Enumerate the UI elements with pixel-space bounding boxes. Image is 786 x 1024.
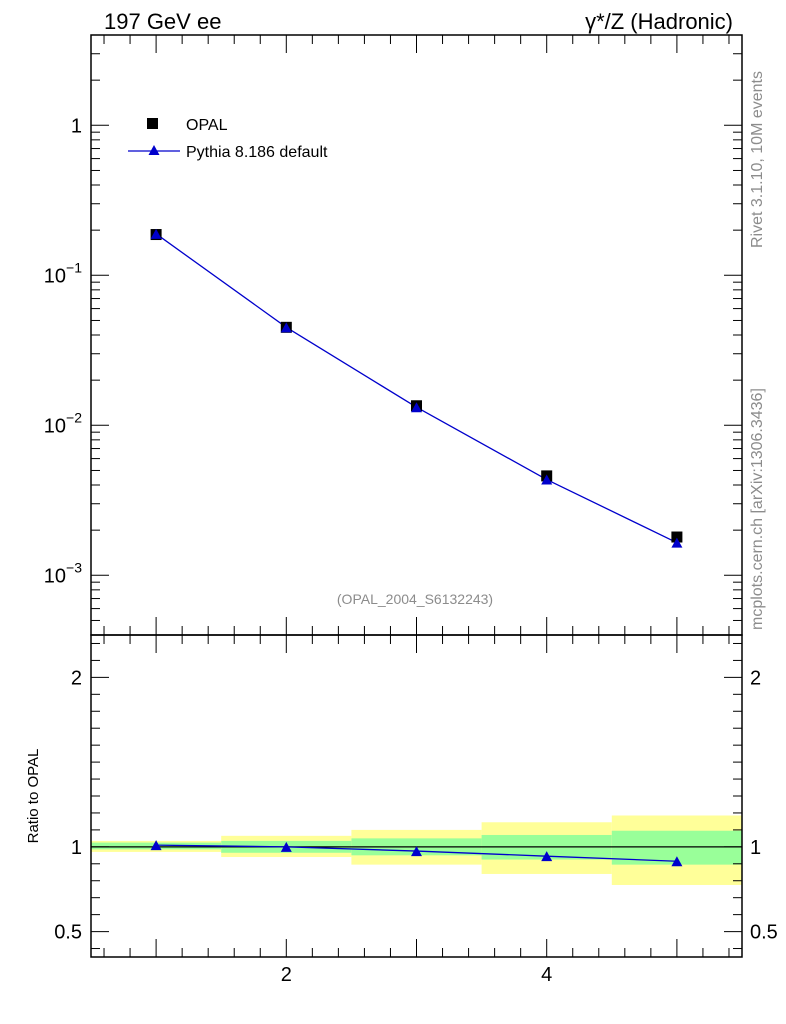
ratio-pythia-point [541,851,553,862]
ratio-y-tick-label-left: 1 [71,837,82,859]
legend-pythia-marker [148,145,160,155]
main-y-tick-label: 1 [71,115,82,137]
pythia-point [671,537,683,548]
ratio-axis-ticks [91,635,742,957]
ratio-pythia-point [280,841,292,852]
analysis-watermark: (OPAL_2004_S6132243) [337,591,493,607]
main-panel: 1 10−1 10−2 10−3 (OPAL_2004_S6132243) [44,34,743,636]
x-tick-label: 2 [281,964,292,986]
ratio-frame [90,634,743,958]
legend-opal-label: OPAL [186,117,228,134]
header-process-label: γ*/Z (Hadronic) [585,9,733,34]
ratio-y-tick-label-right: 2 [750,667,761,689]
pythia-point [280,322,292,333]
legend: OPAL Pythia 8.186 default [128,117,328,161]
ratio-y-tick-label-right: 1 [750,837,761,859]
opal-point [671,531,683,543]
main-y-tick-label: 10−1 [44,259,82,287]
pythia-line [155,233,678,544]
ratio-pythia-point [671,856,683,867]
x-tick-label: 4 [541,964,552,986]
ratio-y-tick-label-right: 0.5 [750,922,778,944]
rivet-version-label: Rivet 3.1.10, 10M events [749,71,766,248]
main-data-marks [150,228,683,548]
main-y-tick-label: 10−2 [44,409,82,437]
header-energy-label: 197 GeV ee [104,9,221,34]
ratio-pythia-point [150,840,162,851]
ratio-y-tick-labels: 0.5 0.5 1 1 2 2 [54,667,778,943]
ratio-y-tick-label-left: 0.5 [54,922,82,944]
ratio-y-tick-label-left: 2 [71,667,82,689]
main-axis-ticks [91,34,742,636]
legend-pythia-label: Pythia 8.186 default [186,144,328,161]
mcplots-credit-label: mcplots.cern.ch [arXiv:1306.3436] [749,388,766,630]
legend-opal-marker [147,118,158,129]
ratio-data-marks [150,840,683,867]
main-y-tick-label: 10−3 [44,559,82,587]
pythia-point [411,402,422,413]
ratio-panel: 0.5 0.5 1 1 2 2 Ratio to OPAL [25,634,778,958]
pythia-point [541,474,553,485]
ratio-pythia-point [411,846,422,857]
pythia-point [150,228,162,239]
main-y-tick-labels: 1 10−1 10−2 10−3 [44,115,82,587]
ratio-y-axis-label: Ratio to OPAL [25,749,42,844]
